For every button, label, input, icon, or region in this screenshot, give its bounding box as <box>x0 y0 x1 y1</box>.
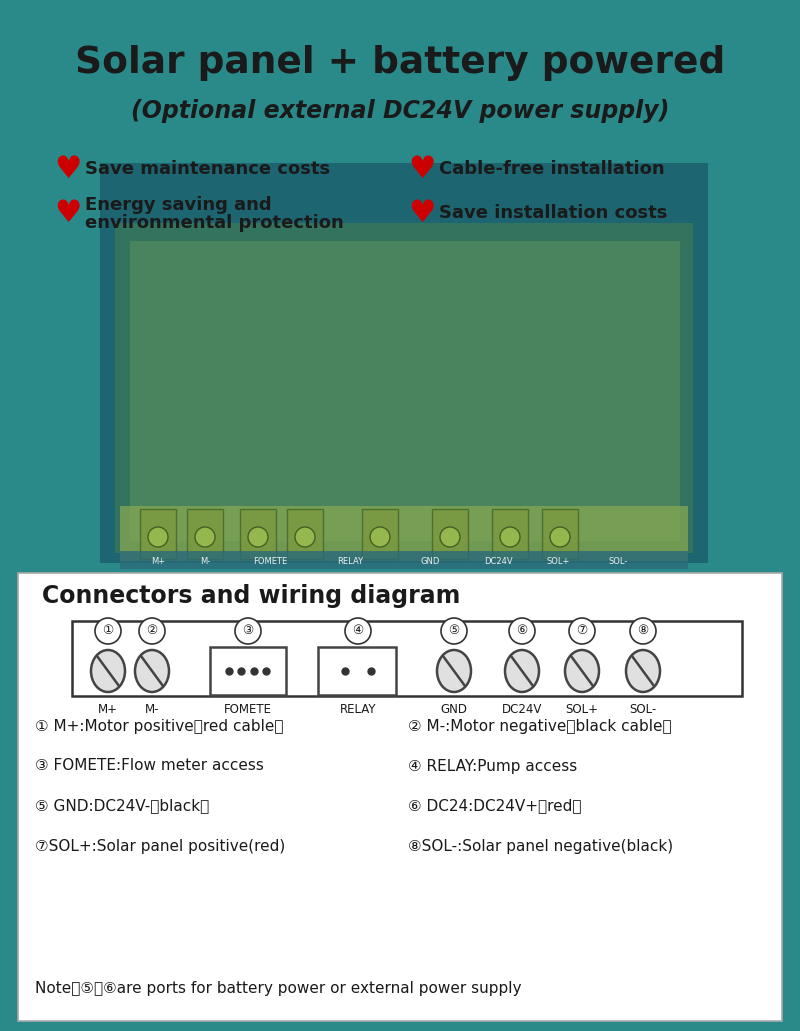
Text: ⑧: ⑧ <box>638 625 649 637</box>
Circle shape <box>235 618 261 644</box>
Bar <box>18 573 782 1021</box>
Bar <box>287 509 323 559</box>
Text: M-: M- <box>145 703 159 716</box>
Ellipse shape <box>565 650 599 692</box>
Circle shape <box>295 527 315 547</box>
Text: ④: ④ <box>352 625 364 637</box>
Text: SOL-: SOL- <box>630 703 657 716</box>
Bar <box>120 506 688 561</box>
Text: SOL+: SOL+ <box>566 703 598 716</box>
Text: GND: GND <box>441 703 467 716</box>
Circle shape <box>441 618 467 644</box>
Text: DC24V: DC24V <box>502 703 542 716</box>
Circle shape <box>630 618 656 644</box>
Bar <box>210 647 286 695</box>
Text: ♥: ♥ <box>54 199 82 228</box>
Bar <box>100 163 708 563</box>
Circle shape <box>500 527 520 547</box>
Ellipse shape <box>91 650 125 692</box>
Text: FOMETE: FOMETE <box>224 703 272 716</box>
Circle shape <box>148 527 168 547</box>
Text: Cable-free installation: Cable-free installation <box>439 160 665 178</box>
Circle shape <box>370 527 390 547</box>
Text: Connectors and wiring diagram: Connectors and wiring diagram <box>42 584 460 608</box>
Circle shape <box>345 618 371 644</box>
Text: ① M+:Motor positive（red cable）: ① M+:Motor positive（red cable） <box>35 719 283 733</box>
Text: ④ RELAY:Pump access: ④ RELAY:Pump access <box>408 759 578 773</box>
Text: environmental protection: environmental protection <box>85 214 344 232</box>
Text: SOL-: SOL- <box>608 557 628 565</box>
Bar <box>140 509 176 559</box>
Circle shape <box>248 527 268 547</box>
Text: RELAY: RELAY <box>340 703 376 716</box>
Text: ②: ② <box>146 625 158 637</box>
Text: Save maintenance costs: Save maintenance costs <box>85 160 330 178</box>
Bar <box>120 551 688 569</box>
Text: (Optional external DC24V power supply): (Optional external DC24V power supply) <box>131 99 669 123</box>
Bar <box>542 509 578 559</box>
Text: ⑤ GND:DC24V-（black）: ⑤ GND:DC24V-（black） <box>35 798 210 813</box>
Text: Save installation costs: Save installation costs <box>439 204 667 222</box>
Circle shape <box>509 618 535 644</box>
Text: ⑥: ⑥ <box>516 625 528 637</box>
Text: ② M-:Motor negative（black cable）: ② M-:Motor negative（black cable） <box>408 719 672 733</box>
Text: SOL+: SOL+ <box>546 557 570 565</box>
Bar <box>130 241 680 541</box>
Text: Note：⑤、⑥are ports for battery power or external power supply: Note：⑤、⑥are ports for battery power or e… <box>35 982 522 997</box>
Bar <box>318 647 396 695</box>
Circle shape <box>550 527 570 547</box>
Circle shape <box>569 618 595 644</box>
Text: ③: ③ <box>242 625 254 637</box>
Circle shape <box>440 527 460 547</box>
Text: GND: GND <box>420 557 440 565</box>
Text: ♥: ♥ <box>408 155 436 184</box>
Text: M+: M+ <box>151 557 165 565</box>
Text: ①: ① <box>102 625 114 637</box>
Bar <box>492 509 528 559</box>
Text: ⑧SOL-:Solar panel negative(black): ⑧SOL-:Solar panel negative(black) <box>408 838 673 854</box>
Ellipse shape <box>626 650 660 692</box>
Bar <box>115 223 693 553</box>
Circle shape <box>95 618 121 644</box>
Text: ⑦: ⑦ <box>576 625 588 637</box>
Text: ♥: ♥ <box>408 199 436 228</box>
Text: FOMETE: FOMETE <box>253 557 287 565</box>
Bar <box>362 509 398 559</box>
Text: ③ FOMETE:Flow meter access: ③ FOMETE:Flow meter access <box>35 759 264 773</box>
Text: M-: M- <box>200 557 210 565</box>
Bar <box>187 509 223 559</box>
Ellipse shape <box>505 650 539 692</box>
Bar <box>240 509 276 559</box>
Text: Solar panel + battery powered: Solar panel + battery powered <box>75 45 725 81</box>
Circle shape <box>139 618 165 644</box>
Text: DC24V: DC24V <box>484 557 512 565</box>
Text: ⑦SOL+:Solar panel positive(red): ⑦SOL+:Solar panel positive(red) <box>35 838 286 854</box>
Bar <box>432 509 468 559</box>
Circle shape <box>195 527 215 547</box>
Ellipse shape <box>437 650 471 692</box>
Text: ⑤: ⑤ <box>448 625 460 637</box>
Text: Energy saving and: Energy saving and <box>85 196 272 214</box>
Text: RELAY: RELAY <box>337 557 363 565</box>
Bar <box>72 621 742 696</box>
Text: ♥: ♥ <box>54 155 82 184</box>
Text: ⑥ DC24:DC24V+（red）: ⑥ DC24:DC24V+（red） <box>408 798 582 813</box>
Text: M+: M+ <box>98 703 118 716</box>
Ellipse shape <box>135 650 169 692</box>
